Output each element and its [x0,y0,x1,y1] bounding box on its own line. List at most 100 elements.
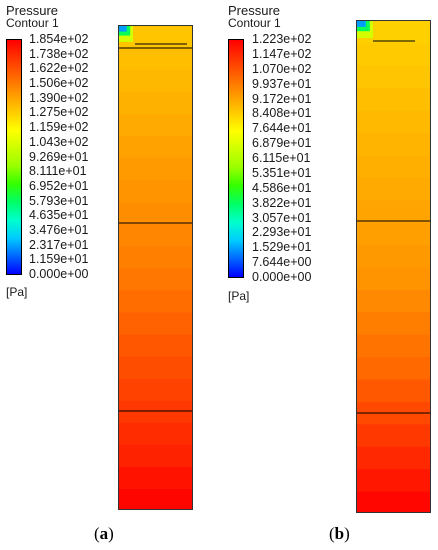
contour-column [118,25,193,510]
tick-label: 1.159e+02 [29,120,89,135]
tick-label: 1.506e+02 [29,76,89,91]
tick-label: 2.317e+01 [29,237,89,252]
tick-label: 1.390e+02 [29,90,89,105]
tick-label: 4.586e+01 [252,180,312,195]
pressure-band [119,400,192,424]
tick-label: 3.822e+01 [252,195,312,210]
pressure-band [119,334,192,358]
legend-subtitle: Contour 1 [228,16,281,30]
pressure-band [119,224,192,248]
tick-label: 4.635e+01 [29,208,89,223]
colorbar [6,39,22,275]
colorbar [228,39,244,278]
pressure-band [357,222,430,246]
pressure-band [119,356,192,380]
legend-title: Pressure [6,3,59,18]
contour-plot [357,21,430,512]
pressure-band [357,357,430,381]
tick-label: 6.879e+01 [252,136,312,151]
label-open-paren: ( [329,524,335,543]
tick-label: 7.644e+00 [252,255,312,270]
tick-label: 2.293e+01 [252,225,312,240]
pressure-band [119,92,192,115]
tick-label: 1.159e+01 [29,252,89,267]
pressure-band [357,65,430,89]
legend-subtitle: Contour 1 [6,16,59,30]
tick-label: 6.952e+01 [29,178,89,193]
tick-label: 8.111e+01 [29,164,87,179]
pressure-band [357,379,430,403]
pressure-band [357,334,430,358]
label-close-paren: ) [108,524,114,543]
tick-label: 1.738e+02 [29,46,89,61]
pressure-band [357,267,430,291]
legend-unit: [Pa] [6,285,28,299]
inlet-zone [119,26,127,32]
tick-label: 1.070e+02 [252,61,312,76]
tick-label: 7.644e+01 [252,121,312,136]
pressure-band [119,290,192,314]
pressure-band [357,133,430,157]
tick-label: 1.275e+02 [29,105,89,120]
pressure-band [119,444,192,468]
pressure-band [119,26,192,49]
contour-column [356,20,431,513]
pressure-band [119,246,192,270]
pressure-band [119,268,192,292]
pressure-band [119,114,192,137]
tick-label: 0.000e+00 [252,270,312,284]
pressure-band [119,180,192,203]
pressure-band [119,488,192,509]
pressure-band [357,491,430,512]
pressure-band [357,200,430,224]
label-letter: b [334,524,345,543]
pressure-band [119,48,192,71]
pressure-band [357,469,430,493]
pressure-band [119,70,192,93]
pressure-band [357,110,430,134]
pressure-band [119,378,192,402]
contour-plot [119,26,192,509]
pressure-band [357,88,430,112]
pressure-band [357,43,430,67]
pressure-band [357,245,430,269]
pressure-band [357,424,430,448]
pressure-band [119,136,192,159]
tick-label: 5.793e+01 [29,193,89,208]
pressure-band [357,289,430,313]
tick-label: 9.269e+01 [29,149,89,164]
tick-label: 1.529e+01 [252,240,312,255]
pressure-band [119,158,192,181]
tick-label: 1.043e+02 [29,134,89,149]
tick-label: 0.000e+00 [29,267,89,281]
legend-title: Pressure [228,3,281,18]
tick-label: 5.351e+01 [252,165,312,180]
pressure-band [357,312,430,336]
tick-label: 1.223e+02 [252,32,312,46]
label-open-paren: ( [94,524,100,543]
pressure-band [357,446,430,470]
pressure-band [119,466,192,490]
pressure-band [357,155,430,179]
panel-label: (b) [329,524,350,544]
label-letter: a [99,524,109,543]
pressure-band [357,21,430,45]
tick-label: 1.147e+02 [252,46,312,61]
tick-label: 3.057e+01 [252,210,312,225]
label-close-paren: ) [344,524,350,543]
tick-label: 6.115e+01 [252,151,311,165]
tick-label: 9.937e+01 [252,76,312,91]
inlet-zone [357,21,366,27]
legend-unit: [Pa] [228,289,250,303]
pressure-band [119,422,192,446]
pressure-band [357,177,430,201]
tick-label: 8.408e+01 [252,106,312,121]
tick-label: 1.622e+02 [29,61,89,76]
tick-label: 1.854e+02 [29,32,89,46]
pressure-band [119,312,192,336]
tick-label: 9.172e+01 [252,91,312,106]
pressure-band [119,202,192,226]
tick-label: 3.476e+01 [29,222,89,237]
panel-label: (a) [94,524,114,544]
